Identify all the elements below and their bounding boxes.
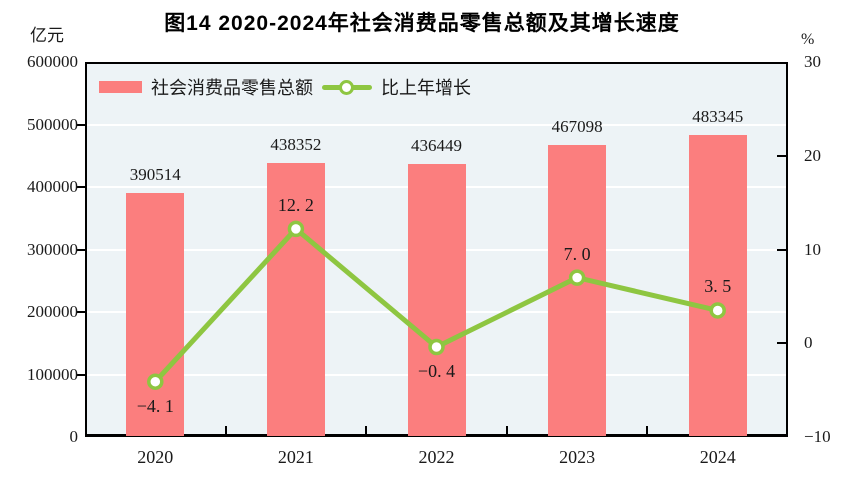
y-axis-label-right: 30 (804, 52, 821, 71)
line-point-marker (709, 302, 726, 319)
y-axis-label-left: 500000 (27, 114, 78, 134)
y-axis-label-left: 0 (69, 427, 79, 446)
bar-value-label: 467098 (551, 117, 603, 137)
bar (266, 163, 325, 436)
line-value-label: 7. 0 (563, 243, 591, 264)
left-axis-tick (76, 248, 85, 251)
line-series-legend-marker (322, 79, 372, 96)
y-axis-label-left: 300000 (27, 239, 78, 259)
gridline (87, 123, 786, 126)
y-axis-label-left: 400000 (27, 177, 78, 196)
line-point-marker (287, 220, 305, 238)
y-axis-label-right: 10 (804, 239, 821, 259)
line-legend-dot-icon (339, 79, 354, 95)
bar-series-legend-label: 社会消费品零售总额 (151, 78, 313, 98)
right-axis-tick (777, 248, 786, 251)
bar (407, 164, 466, 436)
bar-value-label: 483345 (692, 106, 744, 126)
chart-legend: 社会消费品零售总额 比上年增长 (99, 73, 471, 101)
bar (548, 145, 607, 436)
x-axis-label: 2024 (699, 447, 736, 467)
right-axis-tick (777, 154, 786, 157)
y-axis-label-left: 200000 (27, 302, 78, 321)
bar (126, 192, 185, 436)
chart-title: 图14 2020-2024年社会消费品零售总额及其增长速度 (164, 12, 680, 35)
growth-line-layer (147, 220, 726, 390)
line-point-marker (147, 373, 164, 390)
x-axis-tick (505, 426, 508, 435)
x-axis-label: 2020 (137, 447, 174, 467)
left-axis-tick (76, 186, 85, 188)
bar-value-label: 438352 (270, 135, 322, 155)
bar (688, 134, 747, 436)
line-series-legend-label: 比上年增长 (381, 78, 471, 98)
right-axis-tick (777, 342, 786, 345)
y-axis-label-left: 600000 (27, 52, 78, 71)
line-value-label: −0. 4 (417, 361, 456, 381)
line-value-label: 12. 2 (277, 194, 314, 215)
right-axis-unit-label: % (801, 31, 815, 48)
line-value-label: −4. 1 (136, 395, 174, 416)
x-axis-tick (365, 426, 368, 435)
line-value-label: 3. 5 (704, 276, 732, 297)
line-point-marker (568, 269, 586, 286)
growth-line (152, 226, 721, 385)
bar-value-label: 390514 (129, 164, 181, 184)
x-axis-label: 2022 (418, 447, 455, 467)
x-axis-tick (646, 426, 649, 435)
x-axis-label: 2021 (277, 447, 314, 467)
y-axis-label-left: 100000 (27, 364, 78, 384)
x-axis-label: 2023 (559, 447, 596, 467)
left-axis-tick (76, 123, 85, 126)
y-axis-label-right: 0 (804, 333, 813, 353)
y-axis-label-right: −10 (804, 427, 831, 446)
x-axis-tick (224, 426, 227, 435)
left-axis-tick (76, 373, 85, 376)
left-axis-tick (76, 311, 85, 313)
line-point-marker (428, 338, 445, 356)
y-axis-label-right: 20 (804, 145, 821, 165)
left-axis-unit-label: 亿元 (30, 26, 64, 45)
bar-value-label: 436449 (411, 136, 462, 156)
bar-series-legend-swatch (99, 81, 142, 93)
